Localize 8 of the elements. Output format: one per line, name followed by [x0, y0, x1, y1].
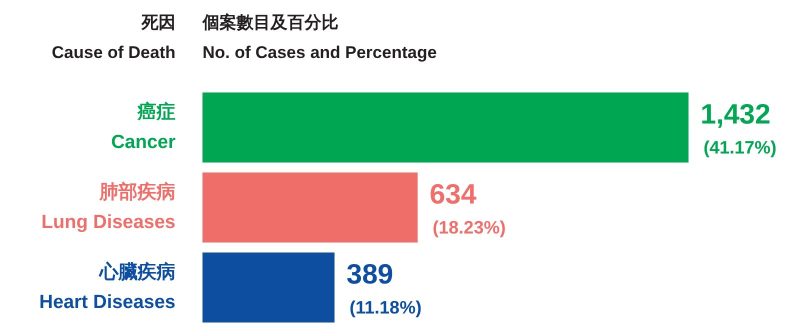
- x-axis-title: 個案數目及百分比 No. of Cases and Percentage: [202, 12, 437, 62]
- data-label: 634 (18.23%): [430, 178, 506, 238]
- data-label: 1,432 (41.17%): [700, 98, 777, 158]
- y-tick-label: 癌症 Cancer: [111, 101, 176, 153]
- y-tick-label: 肺部疾病 Lung Diseases: [41, 181, 176, 233]
- y-axis-title: 死因 Cause of Death: [52, 13, 176, 62]
- y-tick-label: 心臟疾病 Heart Diseases: [39, 261, 176, 313]
- data-label: 389 (11.18%): [346, 258, 422, 318]
